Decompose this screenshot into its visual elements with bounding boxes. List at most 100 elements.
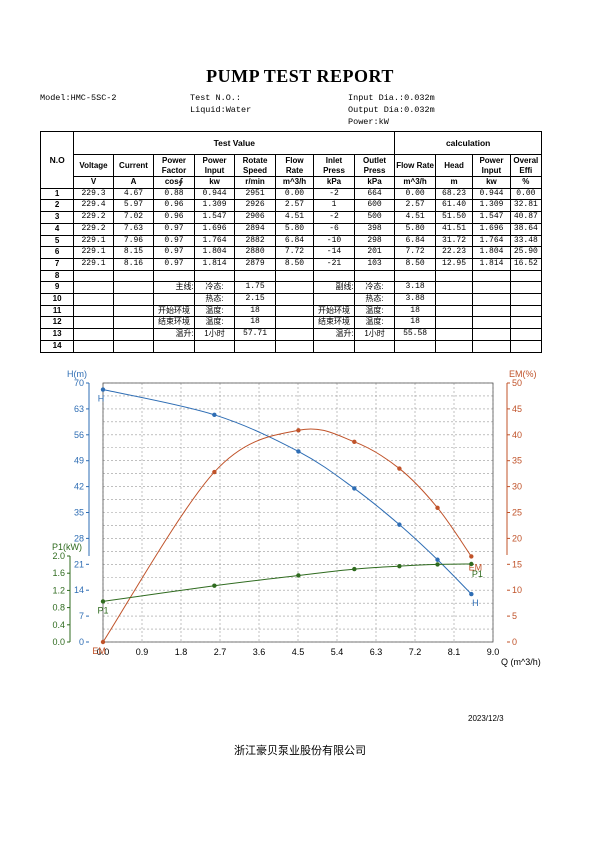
row-number: 6: [39, 246, 75, 259]
col-header: Head: [434, 154, 474, 177]
col-unit: kPa: [313, 176, 355, 189]
sub-cold-value: 3.18: [394, 281, 436, 295]
table-cell: 38.64: [509, 222, 543, 236]
series-line-em: [102, 428, 472, 643]
table-cell: 103: [353, 257, 396, 271]
row-number: 11: [39, 304, 75, 318]
em-axis-label: EM(%): [509, 369, 537, 379]
p1-tick-label: 0.4: [52, 620, 65, 630]
table-cell: -21: [313, 257, 355, 271]
table-cell: 229.1: [73, 234, 114, 248]
data-point-em: [100, 639, 106, 645]
temp-label-2: 温度:: [353, 316, 396, 330]
table-cell: 1.764: [193, 234, 236, 248]
x-tick-label: 3.6: [253, 647, 266, 657]
data-point-p1: [397, 563, 402, 569]
series-label-start: P1: [97, 605, 108, 615]
temp-label: 温度:: [193, 316, 236, 330]
hot-label: 热态:: [193, 293, 236, 306]
table-cell: 0.97: [153, 234, 195, 248]
col-header: Outlet Press: [353, 154, 396, 177]
table-cell: 2951: [234, 187, 276, 201]
table-cell: 1.804: [193, 246, 236, 259]
table-cell: 0.00: [509, 187, 543, 201]
em-tick-label: 0: [512, 637, 517, 647]
input-dia-label: Input Dia.:0.032m: [348, 93, 435, 103]
table-cell: 229.2: [73, 222, 114, 236]
col-header: Flow Rate: [394, 154, 436, 177]
table-cell: 0.88: [153, 187, 195, 201]
table-cell: 7.63: [112, 222, 155, 236]
h-tick-label: 56: [74, 430, 84, 440]
x-tick-label: 0.9: [136, 647, 149, 657]
x-tick-label: 5.4: [331, 647, 344, 657]
hot-value: 2.15: [234, 293, 276, 306]
sub-hot-value: 3.88: [394, 293, 436, 306]
table-cell: 1.309: [472, 199, 511, 213]
em-tick-label: 45: [512, 404, 522, 414]
table-cell: 664: [353, 187, 396, 201]
table-cell: 1.814: [472, 257, 511, 271]
row-number: 8: [39, 269, 75, 283]
col-unit: %: [509, 176, 543, 189]
row-number: 9: [39, 281, 75, 295]
h-tick-label: 35: [74, 508, 84, 518]
plot-frame: [102, 382, 494, 643]
data-point-h: [352, 486, 357, 491]
col-unit: m^3/h: [394, 176, 436, 189]
em-tick-label: 5: [512, 611, 517, 621]
p1-tick-label: 1.2: [52, 585, 65, 595]
series-label-end: P1: [472, 569, 483, 579]
table-cell: 229.1: [73, 257, 114, 271]
start-env-label: 开始环境: [153, 304, 195, 318]
table-cell: 4.51: [394, 211, 436, 224]
table-cell: 229.4: [73, 199, 114, 213]
rise-label-2: 温升:: [313, 328, 355, 341]
table-cell: 0.00: [274, 187, 315, 201]
table-cell: 7.96: [112, 234, 155, 248]
p1-tick-label: 1.6: [52, 568, 65, 578]
em-tick-label: 25: [512, 508, 522, 518]
table-cell: 8.16: [112, 257, 155, 271]
col-header: Power Factor: [153, 154, 195, 177]
h-tick-label: 70: [74, 378, 84, 388]
row-number: 2: [39, 199, 75, 213]
table-cell: 68.23: [434, 187, 474, 201]
table-cell: 1.547: [472, 211, 511, 224]
liquid-label: Liquid:Water: [190, 105, 252, 115]
cold-label: 冷态:: [193, 281, 236, 295]
table-row: 2 229.4 5.97 0.96 1.309 2926 2.57 1 600 2.57 61.40…: [39, 199, 543, 213]
cold-value: 1.75: [234, 281, 276, 295]
table-cell: 7.72: [274, 246, 315, 259]
em-tick-label: 50: [512, 378, 522, 388]
col-unit: cos∮: [153, 176, 195, 189]
data-point-p1: [352, 566, 357, 572]
table-cell: 229.1: [73, 246, 114, 259]
data-point-h: [435, 557, 440, 562]
x-axis-label: Q (m^3/h): [501, 657, 541, 667]
series-label-end: EM: [469, 562, 483, 572]
calculation-header: calculation: [394, 131, 542, 155]
em-tick-label: 40: [512, 430, 522, 440]
rise-time: 1小时: [193, 328, 236, 341]
em-tick-label: 35: [512, 456, 522, 466]
p1-tick-label: 0.8: [52, 603, 65, 613]
table-cell: 2926: [234, 199, 276, 213]
table-cell: 298: [353, 234, 396, 248]
col-header: Power Input: [472, 154, 511, 177]
table-cell: 40.87: [509, 211, 543, 224]
table-cell: 1.804: [472, 246, 511, 259]
data-point-p1: [100, 599, 106, 604]
data-point-h: [397, 522, 402, 527]
h-tick-label: 21: [74, 559, 84, 569]
data-point-h: [212, 412, 217, 418]
data-point-em: [469, 554, 474, 559]
x-tick-label: 8.1: [448, 647, 461, 657]
table-cell: 51.50: [434, 211, 474, 224]
table-cell: 6.84: [274, 234, 315, 248]
table-row: 4 229.2 7.63 0.97 1.696 2894 5.80 -6 398 5.80 41.5…: [39, 222, 543, 236]
data-point-em: [296, 428, 301, 433]
row-number: 13: [39, 328, 75, 341]
h-tick-label: 0: [79, 637, 84, 647]
table-cell: 600: [353, 199, 396, 213]
